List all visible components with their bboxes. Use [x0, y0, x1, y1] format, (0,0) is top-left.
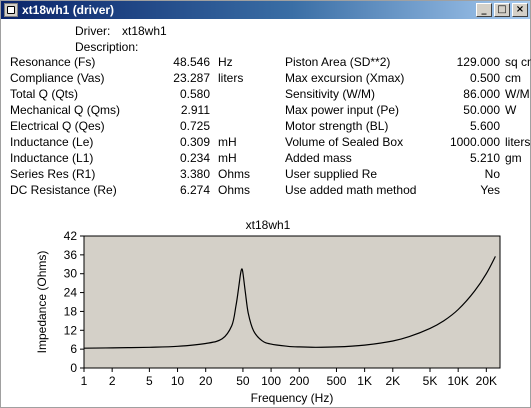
param-value: 0.309 — [179, 135, 210, 149]
title-bar[interactable]: xt18wh1 (driver) _ □ × — [1, 1, 530, 19]
param-unit: liters — [218, 71, 244, 85]
y-tick-label: 18 — [64, 304, 78, 318]
param-value: 0.725 — [179, 119, 210, 133]
param-value: 0.500 — [469, 71, 500, 85]
x-tick-label: 2K — [385, 374, 400, 388]
param-value: 86.000 — [463, 87, 500, 101]
param-label: Sensitivity (W/M) — [285, 87, 375, 101]
driver-label: Driver: — [75, 24, 111, 38]
param-unit: mH — [218, 135, 237, 149]
window-title: xt18wh1 (driver) — [22, 3, 115, 17]
param-label: Motor strength (BL) — [285, 119, 389, 133]
param-value: 48.546 — [173, 55, 210, 69]
param-label: Compliance (Vas) — [10, 71, 105, 85]
param-label: User supplied Re — [285, 167, 378, 181]
param-unit: liters — [505, 135, 531, 149]
param-label: Mechanical Q (Qms) — [10, 103, 121, 117]
param-value: 5.210 — [469, 151, 500, 165]
description-label: Description: — [75, 40, 139, 54]
plot-frame — [83, 235, 501, 369]
param-unit: W — [505, 103, 517, 117]
param-label: DC Resistance (Re) — [10, 183, 117, 197]
y-tick-label: 24 — [64, 286, 78, 300]
x-tick-label: 50 — [236, 374, 250, 388]
param-unit: gm — [505, 151, 522, 165]
param-unit: mH — [218, 151, 237, 165]
param-label: Total Q (Qts) — [10, 87, 79, 101]
param-value: Yes — [480, 183, 500, 197]
x-tick-label: 200 — [289, 374, 309, 388]
param-value: 50.000 — [463, 103, 500, 117]
y-tick-label: 36 — [64, 248, 78, 262]
x-tick-label: 5K — [423, 374, 438, 388]
param-unit: Ohms — [218, 167, 251, 181]
param-value: 23.287 — [173, 71, 210, 85]
param-label: Inductance (L1) — [10, 151, 94, 165]
x-tick-label: 100 — [261, 374, 281, 388]
param-label: Resonance (Fs) — [10, 55, 96, 69]
y-tick-label: 6 — [70, 342, 77, 356]
chart-title: xt18wh1 — [245, 218, 291, 232]
param-unit: W/M — [505, 87, 530, 101]
x-axis-label: Frequency (Hz) — [251, 391, 334, 405]
plot-area — [84, 236, 500, 368]
param-label: Volume of Sealed Box — [285, 135, 404, 149]
impedance-curve — [83, 256, 496, 349]
x-tick-label: 1 — [81, 374, 88, 388]
close-button[interactable]: × — [512, 3, 528, 17]
param-label: Series Res (R1) — [10, 167, 96, 181]
param-value: 129.000 — [456, 55, 500, 69]
param-label: Use added math method — [285, 183, 417, 197]
app-icon[interactable] — [4, 3, 18, 17]
x-tick-label: 20 — [199, 374, 213, 388]
param-value: No — [484, 167, 500, 181]
param-value: 1000.000 — [449, 135, 500, 149]
param-label: Piston Area (SD**2) — [285, 55, 391, 69]
param-unit: Hz — [218, 55, 233, 69]
param-value: 3.380 — [179, 167, 210, 181]
param-unit: Ohms — [218, 183, 251, 197]
minimize-button[interactable]: _ — [476, 3, 492, 17]
x-tick-label: 10K — [447, 374, 468, 388]
param-unit: sq cm — [505, 55, 531, 69]
param-value: 5.600 — [469, 119, 500, 133]
param-value: 2.911 — [180, 103, 210, 117]
y-tick-label: 42 — [64, 229, 78, 243]
y-tick-label: 12 — [64, 323, 78, 337]
param-value: 0.234 — [179, 151, 210, 165]
x-tick-label: 500 — [326, 374, 346, 388]
param-label: Max excursion (Xmax) — [285, 71, 405, 85]
param-label: Added mass — [285, 151, 352, 165]
maximize-button[interactable]: □ — [494, 3, 510, 17]
y-axis-label: Impedance (Ohms) — [35, 251, 49, 354]
x-tick-label: 20K — [476, 374, 497, 388]
x-tick-label: 5 — [146, 374, 153, 388]
y-tick-label: 30 — [64, 267, 78, 281]
y-tick-label: 0 — [70, 361, 77, 375]
param-value: 6.274 — [179, 183, 210, 197]
x-tick-label: 1K — [357, 374, 372, 388]
driver-name: xt18wh1 — [122, 24, 167, 38]
param-unit: cm — [505, 71, 521, 85]
param-label: Inductance (Le) — [10, 135, 94, 149]
param-label: Electrical Q (Qes) — [10, 119, 105, 133]
x-tick-label: 2 — [109, 374, 116, 388]
x-tick-label: 10 — [171, 374, 185, 388]
param-label: Max power input (Pe) — [285, 103, 400, 117]
param-value: 0.580 — [179, 87, 210, 101]
window-controls: _ □ × — [476, 3, 528, 17]
